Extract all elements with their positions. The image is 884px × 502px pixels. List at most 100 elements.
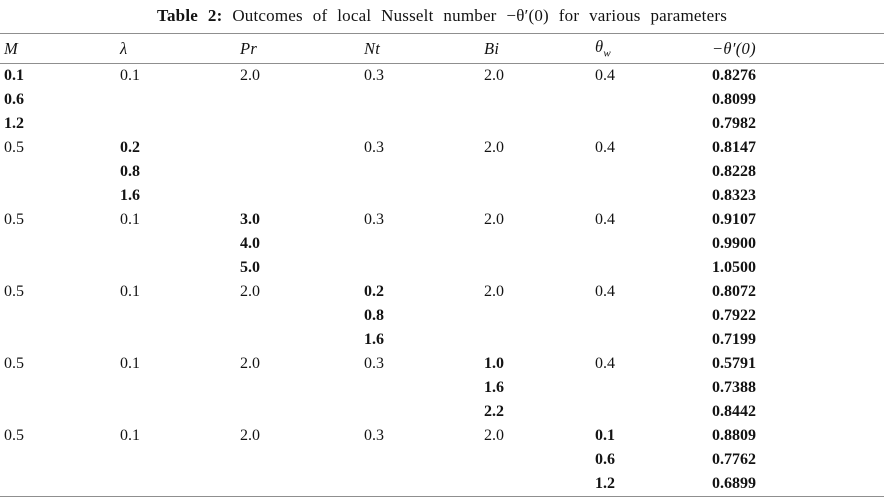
table-row: 0.8 0.8228 <box>0 160 884 184</box>
table-cell: 2.0 <box>484 427 504 444</box>
table-cell <box>236 304 360 328</box>
table-cell <box>360 160 480 184</box>
table-cell: 0.1 <box>120 427 140 444</box>
table-cell: 0.8809 <box>712 427 756 444</box>
table-cell: 0.2 <box>120 139 140 156</box>
table-body: 0.1 0.1 2.0 0.3 2.0 0.4 0.8276 0.6 0.8099 1.2 0.79… <box>0 64 884 497</box>
table-cell: 0.8 <box>364 307 384 324</box>
table-cell <box>591 328 708 352</box>
table-cell: 0.8099 <box>712 91 756 108</box>
table-cell <box>236 400 360 424</box>
table-cell: 1.6 <box>484 379 504 396</box>
table-cell: 0.3 <box>364 427 384 444</box>
table-cell <box>480 160 591 184</box>
table-cell: 0.5 <box>4 211 24 228</box>
table-cell: 0.1 <box>120 283 140 300</box>
table-cell <box>591 184 708 208</box>
table-row: 0.5 0.2 0.3 2.0 0.4 0.8147 <box>0 136 884 160</box>
table-cell <box>480 184 591 208</box>
table-cell <box>480 448 591 472</box>
table-cell: 2.0 <box>240 67 260 84</box>
table-cell: 0.7388 <box>712 379 756 396</box>
table-cell <box>116 112 236 136</box>
table-cell: 0.6 <box>595 451 615 468</box>
table-cell: 2.0 <box>484 139 504 156</box>
table-caption-text: Outcomes of local Nusselt number −θ′(0) … <box>232 6 728 25</box>
column-header-theta-w: θw <box>595 37 612 60</box>
table-cell: 0.3 <box>364 211 384 228</box>
table-cell: 0.4 <box>595 355 615 372</box>
table-row: 0.5 0.1 3.0 0.3 2.0 0.4 0.9107 <box>0 208 884 232</box>
table-cell: 5.0 <box>240 259 260 276</box>
table-caption: Table 2: Outcomes of local Nusselt numbe… <box>0 0 884 27</box>
table-cell <box>236 112 360 136</box>
table-cell: 1.0 <box>484 355 504 372</box>
table-row: 5.0 1.0500 <box>0 256 884 280</box>
table-cell <box>480 232 591 256</box>
table-cell <box>116 256 236 280</box>
table-row: 1.6 0.7199 <box>0 328 884 352</box>
table-cell: 2.0 <box>240 355 260 372</box>
column-header-nusselt: −θ′(0) <box>712 38 756 58</box>
table-cell <box>360 88 480 112</box>
table-cell <box>360 256 480 280</box>
table-cell: 0.3 <box>364 67 384 84</box>
table-cell: 1.0500 <box>712 259 756 276</box>
table-cell <box>0 472 116 497</box>
table-cell <box>360 376 480 400</box>
table-cell: 0.9900 <box>712 235 756 252</box>
table-cell <box>236 184 360 208</box>
table-row: 1.6 0.7388 <box>0 376 884 400</box>
table-cell: 0.1 <box>120 67 140 84</box>
table-row: 0.6 0.8099 <box>0 88 884 112</box>
table-cell <box>236 376 360 400</box>
table-cell <box>0 328 116 352</box>
table-caption-label: Table 2: <box>156 6 223 25</box>
table-cell <box>591 400 708 424</box>
table-row: 2.2 0.8442 <box>0 400 884 424</box>
table-cell <box>591 304 708 328</box>
table-row: 0.5 0.1 2.0 0.3 1.0 0.4 0.5791 <box>0 352 884 376</box>
table-cell: 0.8228 <box>712 163 756 180</box>
table-cell <box>0 448 116 472</box>
column-header-bi: Bi <box>484 38 500 58</box>
table-cell: 0.4 <box>595 211 615 228</box>
table-cell <box>360 112 480 136</box>
table-cell: 0.5 <box>4 283 24 300</box>
table-cell: 0.3 <box>364 355 384 372</box>
table-cell: 0.5791 <box>712 355 756 372</box>
table-cell <box>236 160 360 184</box>
table-cell: 0.1 <box>4 67 24 84</box>
column-header-lambda: λ <box>120 38 128 58</box>
table-cell: 0.8323 <box>712 187 756 204</box>
table-row: 0.8 0.7922 <box>0 304 884 328</box>
table-cell: 1.2 <box>595 475 615 492</box>
table-cell: 0.4 <box>595 139 615 156</box>
table-cell: 2.2 <box>484 403 504 420</box>
table-cell <box>480 472 591 497</box>
table-cell <box>591 376 708 400</box>
table-cell: 1.6 <box>120 187 140 204</box>
table-cell <box>236 448 360 472</box>
table-cell: 0.4 <box>595 283 615 300</box>
table-cell <box>0 376 116 400</box>
column-header-nt: Nt <box>364 38 381 58</box>
table-cell <box>360 400 480 424</box>
table-cell <box>360 232 480 256</box>
table-cell: 2.0 <box>240 283 260 300</box>
table-cell <box>0 256 116 280</box>
table-cell: 4.0 <box>240 235 260 252</box>
table-cell: 0.7199 <box>712 331 756 348</box>
table-cell <box>116 472 236 497</box>
table-cell <box>236 136 360 160</box>
table-cell: 0.8147 <box>712 139 756 156</box>
table-cell: 0.8072 <box>712 283 756 300</box>
table-cell: 2.0 <box>484 211 504 228</box>
table-cell <box>591 112 708 136</box>
table-cell <box>591 232 708 256</box>
table-cell: 0.6 <box>4 91 24 108</box>
table-cell: 3.0 <box>240 211 260 228</box>
table-cell <box>480 328 591 352</box>
table-cell: 2.0 <box>240 427 260 444</box>
table-cell: 0.9107 <box>712 211 756 228</box>
